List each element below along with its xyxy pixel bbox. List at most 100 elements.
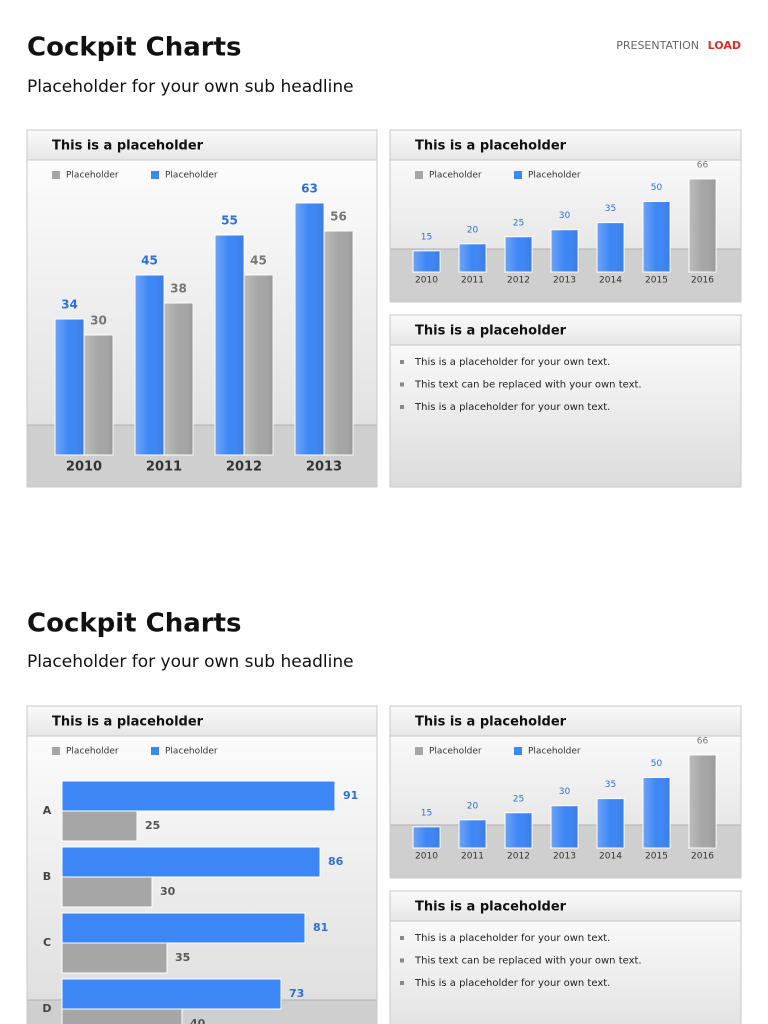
panel-title: This is a placeholder [415, 715, 567, 730]
value-label: 66 [697, 736, 709, 746]
x-tick-label: 2016 [691, 276, 714, 286]
x-tick-label: 2013 [553, 852, 576, 862]
bar-shine [55, 319, 84, 455]
x-tick-label: 2015 [645, 852, 668, 862]
logo: LOAD [708, 39, 741, 52]
bar [61, 912, 306, 944]
value-label: 30 [90, 314, 107, 328]
value-label: 25 [145, 819, 160, 832]
value-label: 50 [651, 759, 663, 769]
value-label: 66 [697, 160, 709, 170]
x-tick-label: 2010 [415, 276, 438, 286]
bar-shine [505, 812, 532, 848]
bar-shine [244, 275, 273, 455]
bar [61, 780, 336, 812]
value-label: 25 [513, 794, 524, 804]
slide-title: Cockpit Charts [27, 33, 242, 63]
bullet-text: This is a placeholder for your own text. [414, 933, 610, 944]
value-label: 25 [513, 218, 524, 228]
legend-label: Placeholder [429, 747, 482, 757]
value-label: 73 [289, 987, 304, 1000]
bar [61, 876, 153, 908]
bar-shine [413, 250, 440, 272]
value-label: 35 [605, 204, 616, 214]
value-label: 45 [250, 254, 267, 268]
bar-shine [324, 231, 353, 455]
y-tick-label: D [42, 1002, 51, 1015]
value-label: 34 [61, 298, 78, 312]
bar [61, 978, 282, 1010]
legend-label: Placeholder [528, 171, 581, 181]
x-tick-label: 2014 [599, 852, 622, 862]
bar [61, 810, 138, 842]
legend-label: Placeholder [528, 747, 581, 757]
bullet-text: This text can be replaced with your own … [414, 956, 642, 967]
bar-shine [164, 303, 193, 455]
logo: PRESENTATION [616, 39, 699, 52]
legend-swatch [514, 171, 522, 179]
panel-header [26, 705, 378, 737]
bullet-text: This is a placeholder for your own text. [414, 402, 610, 413]
value-label: 45 [141, 254, 158, 268]
value-label: 56 [330, 210, 347, 224]
value-label: 15 [421, 808, 432, 818]
value-label: 91 [343, 789, 358, 802]
legend-label: Placeholder [165, 747, 218, 757]
panel-title: This is a placeholder [52, 715, 204, 730]
bar-shine [643, 201, 670, 272]
bar-shine [413, 826, 440, 848]
value-label: 15 [421, 232, 432, 242]
x-tick-label: 2016 [691, 852, 714, 862]
bar-shine [597, 222, 624, 272]
y-tick-label: A [43, 804, 52, 817]
panel-header [389, 129, 742, 161]
x-tick-label: 2013 [553, 276, 576, 286]
legend-swatch [151, 747, 159, 755]
legend-swatch [52, 747, 60, 755]
bar-shine [295, 203, 324, 455]
value-label: 30 [559, 787, 571, 797]
bar-shine [505, 236, 532, 272]
x-tick-label: 2014 [599, 276, 622, 286]
slide-title: Cockpit Charts [27, 609, 242, 639]
bullet [400, 360, 404, 364]
y-tick-label: B [43, 870, 51, 883]
value-label: 55 [221, 214, 238, 228]
bullet-text: This is a placeholder for your own text. [414, 357, 610, 368]
legend-label: Placeholder [66, 171, 119, 181]
panel-header [389, 314, 742, 346]
bullet-text: This is a placeholder for your own text. [414, 978, 610, 989]
value-label: 20 [467, 225, 479, 235]
bar-shine [459, 819, 486, 848]
panel-title: This is a placeholder [415, 324, 567, 339]
value-label: 30 [559, 211, 571, 221]
value-label: 20 [467, 801, 479, 811]
legend-swatch [415, 171, 423, 179]
bar [61, 846, 321, 878]
legend-label: Placeholder [66, 747, 119, 757]
bar-shine [84, 335, 113, 455]
bar-shine [459, 243, 486, 272]
bullet-text: This text can be replaced with your own … [414, 380, 642, 391]
slide-subtitle: Placeholder for your own sub headline [27, 77, 354, 97]
legend-swatch [151, 171, 159, 179]
value-label: 50 [651, 183, 663, 193]
bar-shine [689, 754, 716, 848]
panel-title: This is a placeholder [415, 139, 567, 154]
bullet [400, 382, 404, 387]
y-tick-label: C [43, 936, 51, 949]
bar-shine [135, 275, 164, 455]
panel-header [389, 890, 742, 922]
x-tick-label: 2013 [306, 460, 342, 475]
bar [61, 942, 168, 974]
bar-shine [551, 805, 578, 848]
x-tick-label: 2012 [507, 852, 530, 862]
bar-shine [597, 798, 624, 848]
bar-shine [643, 777, 670, 848]
bar-shine [689, 178, 716, 272]
legend-swatch [415, 747, 423, 755]
x-tick-label: 2011 [146, 460, 182, 475]
legend-label: Placeholder [429, 171, 482, 181]
value-label: 30 [160, 885, 176, 898]
value-label: 86 [328, 855, 344, 868]
